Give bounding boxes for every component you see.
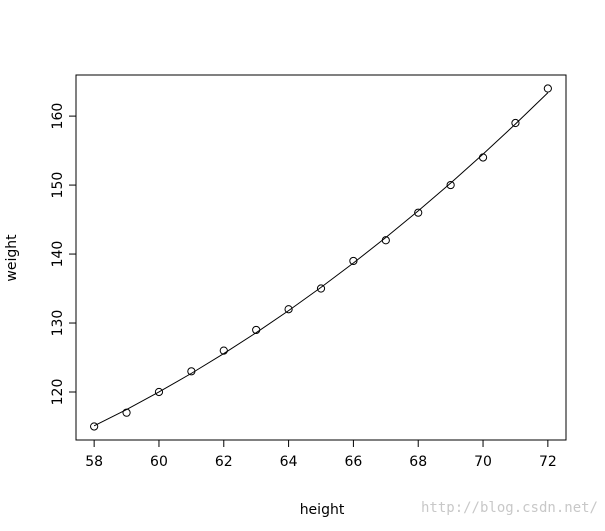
x-tick-label: 70 — [474, 454, 492, 470]
plot-frame — [75, 74, 567, 441]
x-tick-label: 62 — [215, 454, 233, 470]
point — [187, 367, 196, 376]
point — [252, 325, 261, 335]
point — [122, 408, 131, 417]
point — [154, 387, 164, 397]
point — [381, 236, 390, 245]
point — [511, 118, 520, 128]
point — [414, 208, 423, 217]
point — [90, 422, 99, 431]
point — [219, 346, 228, 355]
x-tick-label: 64 — [280, 454, 298, 470]
y-tick-label: 160 — [50, 103, 66, 130]
y-tick-label: 120 — [50, 379, 66, 406]
watermark: http://blog.csdn.net/ — [421, 500, 598, 516]
point — [284, 305, 293, 314]
point — [543, 84, 552, 93]
point — [446, 180, 455, 190]
x-axis-title: height — [300, 502, 345, 518]
point — [316, 284, 326, 293]
x-tick-label: 72 — [539, 454, 557, 470]
y-tick-label: 150 — [50, 172, 66, 199]
x-tick-label: 68 — [409, 454, 427, 470]
x-tick-label: 60 — [150, 454, 168, 470]
y-axis-title: weight — [4, 234, 20, 282]
fit-line — [93, 92, 549, 427]
y-tick-label: 130 — [50, 310, 66, 337]
point — [478, 153, 488, 162]
y-tick-label: 140 — [50, 241, 66, 268]
x-tick-label: 58 — [85, 454, 103, 470]
x-tick-label: 66 — [344, 454, 362, 470]
point — [349, 256, 358, 266]
